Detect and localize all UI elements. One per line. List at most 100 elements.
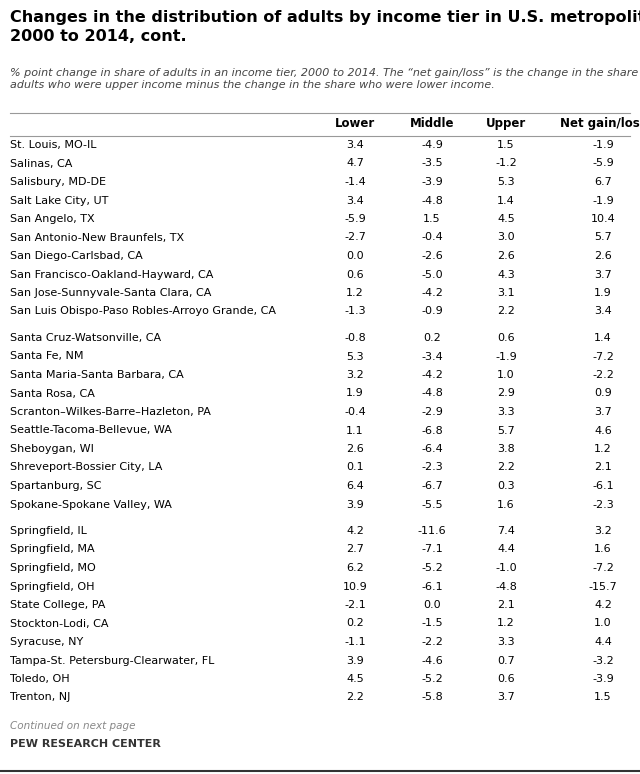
Text: 6.2: 6.2: [346, 563, 364, 573]
Text: 3.4: 3.4: [346, 196, 364, 206]
Text: 3.4: 3.4: [346, 140, 364, 150]
Text: 2.6: 2.6: [346, 444, 364, 454]
Text: -5.5: -5.5: [421, 499, 443, 509]
Text: San Diego-Carlsbad, CA: San Diego-Carlsbad, CA: [10, 251, 143, 261]
Text: -3.5: -3.5: [421, 159, 443, 169]
Text: 1.5: 1.5: [594, 693, 612, 703]
Text: -4.8: -4.8: [421, 196, 443, 206]
Text: Santa Maria-Santa Barbara, CA: Santa Maria-Santa Barbara, CA: [10, 370, 184, 380]
Text: 2.2: 2.2: [497, 463, 515, 472]
Text: -5.2: -5.2: [421, 563, 443, 573]
Text: Net gain/loss: Net gain/loss: [559, 117, 640, 130]
Text: 3.7: 3.7: [594, 269, 612, 279]
Text: -0.4: -0.4: [421, 232, 443, 242]
Text: 3.2: 3.2: [346, 370, 364, 380]
Text: 0.0: 0.0: [423, 600, 441, 610]
Text: -6.1: -6.1: [592, 481, 614, 491]
Text: -1.9: -1.9: [495, 351, 517, 361]
Text: Syracuse, NY: Syracuse, NY: [10, 637, 83, 647]
Text: 4.3: 4.3: [497, 269, 515, 279]
Text: 3.9: 3.9: [346, 499, 364, 509]
Text: -6.4: -6.4: [421, 444, 443, 454]
Text: 3.1: 3.1: [497, 288, 515, 298]
Text: Spartanburg, SC: Spartanburg, SC: [10, 481, 102, 491]
Text: 3.4: 3.4: [594, 307, 612, 317]
Text: 1.2: 1.2: [594, 444, 612, 454]
Text: 0.1: 0.1: [346, 463, 364, 472]
Text: San Antonio-New Braunfels, TX: San Antonio-New Braunfels, TX: [10, 232, 184, 242]
Text: -7.1: -7.1: [421, 544, 443, 554]
Text: -0.8: -0.8: [344, 333, 366, 343]
Text: 7.4: 7.4: [497, 526, 515, 536]
Text: -1.4: -1.4: [344, 177, 366, 187]
Text: % point change in share of adults in an income tier, 2000 to 2014. The “net gain: % point change in share of adults in an …: [10, 68, 640, 91]
Text: 4.4: 4.4: [594, 637, 612, 647]
Text: Shreveport-Bossier City, LA: Shreveport-Bossier City, LA: [10, 463, 163, 472]
Text: Springfield, MA: Springfield, MA: [10, 544, 95, 554]
Text: PEW RESEARCH CENTER: PEW RESEARCH CENTER: [10, 739, 161, 749]
Text: 2.1: 2.1: [594, 463, 612, 472]
Text: Lower: Lower: [335, 117, 375, 130]
Text: 1.1: 1.1: [346, 426, 364, 436]
Text: 2.6: 2.6: [594, 251, 612, 261]
Text: Springfield, OH: Springfield, OH: [10, 581, 95, 591]
Text: -1.1: -1.1: [344, 637, 366, 647]
Text: -5.9: -5.9: [344, 214, 366, 224]
Text: 0.7: 0.7: [497, 656, 515, 666]
Text: -4.2: -4.2: [421, 370, 443, 380]
Text: 1.6: 1.6: [497, 499, 515, 509]
Text: 4.7: 4.7: [346, 159, 364, 169]
Text: 2.2: 2.2: [346, 693, 364, 703]
Text: 0.0: 0.0: [346, 251, 364, 261]
Text: Salisbury, MD-DE: Salisbury, MD-DE: [10, 177, 106, 187]
Text: 3.7: 3.7: [594, 407, 612, 417]
Text: 5.3: 5.3: [346, 351, 364, 361]
Text: -0.9: -0.9: [421, 307, 443, 317]
Text: -2.3: -2.3: [592, 499, 614, 509]
Text: San Luis Obispo-Paso Robles-Arroyo Grande, CA: San Luis Obispo-Paso Robles-Arroyo Grand…: [10, 307, 276, 317]
Text: Tampa-St. Petersburg-Clearwater, FL: Tampa-St. Petersburg-Clearwater, FL: [10, 656, 214, 666]
Text: Toledo, OH: Toledo, OH: [10, 674, 70, 684]
Text: 1.2: 1.2: [346, 288, 364, 298]
Text: -2.2: -2.2: [592, 370, 614, 380]
Text: 1.6: 1.6: [594, 544, 612, 554]
Text: 5.3: 5.3: [497, 177, 515, 187]
Text: 0.6: 0.6: [346, 269, 364, 279]
Text: Scranton–Wilkes-Barre–Hazleton, PA: Scranton–Wilkes-Barre–Hazleton, PA: [10, 407, 211, 417]
Text: 1.0: 1.0: [594, 618, 612, 628]
Text: 0.9: 0.9: [594, 389, 612, 399]
Text: -5.9: -5.9: [592, 159, 614, 169]
Text: Santa Rosa, CA: Santa Rosa, CA: [10, 389, 95, 399]
Text: -2.1: -2.1: [344, 600, 366, 610]
Text: -1.2: -1.2: [495, 159, 517, 169]
Text: -1.3: -1.3: [344, 307, 366, 317]
Text: -3.9: -3.9: [421, 177, 443, 187]
Text: Santa Fe, NM: Santa Fe, NM: [10, 351, 83, 361]
Text: San Angelo, TX: San Angelo, TX: [10, 214, 95, 224]
Text: 2.9: 2.9: [497, 389, 515, 399]
Text: 3.8: 3.8: [497, 444, 515, 454]
Text: 1.5: 1.5: [423, 214, 441, 224]
Text: St. Louis, MO-IL: St. Louis, MO-IL: [10, 140, 97, 150]
Text: 5.7: 5.7: [594, 232, 612, 242]
Text: -1.9: -1.9: [592, 140, 614, 150]
Text: 3.9: 3.9: [346, 656, 364, 666]
Text: -3.2: -3.2: [592, 656, 614, 666]
Text: State College, PA: State College, PA: [10, 600, 106, 610]
Text: 3.7: 3.7: [497, 693, 515, 703]
Text: 2.1: 2.1: [497, 600, 515, 610]
Text: -1.0: -1.0: [495, 563, 517, 573]
Text: 0.6: 0.6: [497, 333, 515, 343]
Text: -2.3: -2.3: [421, 463, 443, 472]
Text: 5.7: 5.7: [497, 426, 515, 436]
Text: -5.2: -5.2: [421, 674, 443, 684]
Text: -6.7: -6.7: [421, 481, 443, 491]
Text: 0.2: 0.2: [423, 333, 441, 343]
Text: Upper: Upper: [486, 117, 526, 130]
Text: -6.8: -6.8: [421, 426, 443, 436]
Text: San Francisco-Oakland-Hayward, CA: San Francisco-Oakland-Hayward, CA: [10, 269, 213, 279]
Text: Salt Lake City, UT: Salt Lake City, UT: [10, 196, 108, 206]
Text: -5.0: -5.0: [421, 269, 443, 279]
Text: 10.9: 10.9: [342, 581, 367, 591]
Text: Stockton-Lodi, CA: Stockton-Lodi, CA: [10, 618, 109, 628]
